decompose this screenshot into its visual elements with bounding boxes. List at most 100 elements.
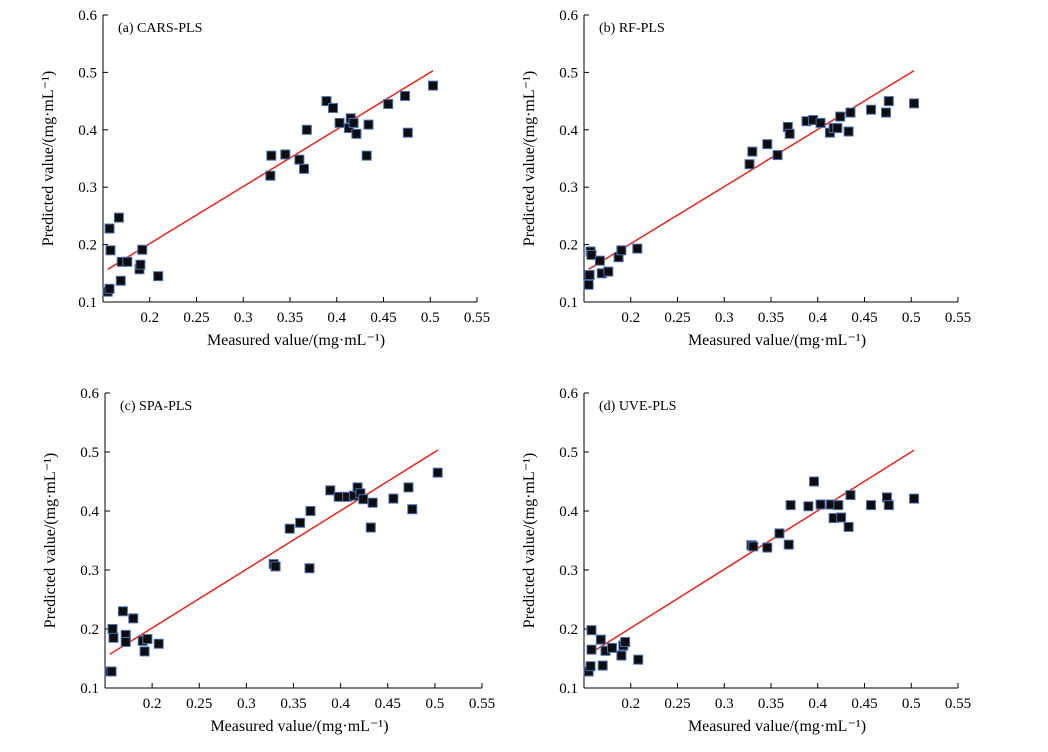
x-tick-label: 0.55 (945, 310, 971, 326)
data-point (785, 500, 796, 511)
x-tick-label: 0.45 (851, 310, 877, 326)
data-point (137, 244, 148, 255)
data-point (104, 283, 115, 294)
x-tick-label: 0.4 (808, 310, 827, 326)
data-point (270, 561, 281, 572)
data-point (815, 499, 826, 510)
data-point (403, 482, 414, 493)
x-tick-label: 0.3 (237, 696, 256, 712)
data-point (383, 98, 394, 109)
x-tick-label: 0.35 (758, 696, 784, 712)
data-point (762, 542, 773, 553)
data-point (432, 467, 443, 478)
y-tick-label: 0.1 (80, 681, 99, 697)
data-point (784, 128, 795, 139)
data-point (333, 491, 344, 502)
data-point (106, 666, 117, 677)
panel-title: (c) SPA-PLS (120, 399, 192, 414)
data-point (866, 104, 877, 115)
data-point (107, 624, 118, 634)
x-tick-label: 0.5 (426, 696, 445, 712)
data-point (762, 139, 773, 150)
data-point (120, 636, 131, 647)
data-point (284, 523, 295, 534)
data-point (328, 102, 339, 113)
y-tick-label: 0.2 (559, 622, 578, 638)
data-point (295, 517, 306, 528)
panel-a: 0.1 0.2 0.3 0.4 0.5 0.6 0.2 0.25 0.3 0.35 0.4 0.45 0… (40, 8, 490, 349)
data-point (883, 96, 894, 107)
data-point (595, 634, 606, 645)
data-point (835, 111, 846, 122)
y-tick-label: 0.3 (78, 180, 97, 196)
y-axis-label: Predicted value/(mg·mL⁻¹) (521, 71, 538, 246)
data-point (407, 504, 418, 515)
data-point (815, 117, 826, 128)
data-point (783, 539, 794, 550)
data-point (117, 606, 128, 617)
data-point (845, 107, 856, 118)
x-axis-label: Measured value/(mg·mL⁻¹) (210, 718, 388, 735)
data-point (586, 625, 597, 636)
data-point (402, 127, 413, 138)
x-tick-label: 0.45 (851, 696, 877, 712)
data-point (348, 117, 359, 128)
y-tick-label: 0.1 (78, 295, 97, 311)
y-axis-label: Predicted value/(mg·mL⁻¹) (521, 453, 538, 628)
data-point (633, 654, 644, 665)
data-point (833, 500, 844, 511)
data-point (113, 212, 124, 223)
data-point (909, 98, 920, 109)
x-axis-label: Measured value/(mg·mL⁻¹) (688, 718, 866, 735)
regression-line (588, 69, 915, 270)
data-point (866, 500, 877, 511)
data-point (358, 494, 369, 505)
x-tick-label: 0.3 (715, 310, 734, 326)
panel-title: (b) RF-PLS (599, 21, 665, 36)
y-tick-label: 0.4 (559, 123, 578, 139)
y-tick-label: 0.3 (559, 563, 578, 579)
data-point (128, 613, 139, 624)
data-point (843, 521, 854, 532)
data-point (836, 512, 847, 523)
data-point (304, 563, 315, 574)
data-point (586, 644, 597, 655)
panel-b: 0.1 0.2 0.3 0.4 0.5 0.6 0.2 0.25 0.3 0.35 0.4 0.45 0… (521, 8, 971, 349)
y-tick-label: 0.6 (80, 386, 99, 402)
x-tick-label: 0.35 (280, 696, 306, 712)
data-point (594, 255, 605, 266)
y-tick-label: 0.5 (80, 445, 99, 461)
x-tick-label: 0.55 (945, 696, 971, 712)
data-point (105, 245, 116, 256)
data-point (115, 275, 126, 286)
y-axis-label: Predicted value/(mg·mL⁻¹) (42, 453, 59, 628)
data-point (603, 266, 614, 277)
x-tick-label: 0.35 (277, 310, 303, 326)
y-tick-label: 0.4 (559, 504, 578, 520)
y-tick-label: 0.6 (559, 8, 578, 24)
x-tick-label: 0.3 (715, 696, 734, 712)
y-tick-label: 0.6 (78, 8, 97, 24)
data-point (142, 634, 153, 645)
panel-title: (a) CARS-PLS (118, 21, 202, 36)
data-point (321, 96, 332, 107)
data-point (305, 506, 316, 516)
data-point (584, 270, 595, 281)
data-point (772, 150, 783, 161)
data-point (883, 500, 894, 511)
panel-c: 0.1 0.2 0.3 0.4 0.5 0.6 0.2 0.25 0.3 0.35 0.4 0.45 0… (42, 386, 495, 735)
data-point (585, 661, 596, 672)
data-point (388, 493, 399, 504)
regression-line (109, 449, 439, 656)
x-tick-label: 0.3 (234, 310, 253, 326)
regression-line (107, 69, 434, 270)
y-tick-label: 0.4 (80, 504, 99, 520)
panel-title: (d) UVE-PLS (599, 399, 676, 414)
x-axis-label: Measured value/(mg·mL⁻¹) (207, 332, 385, 349)
data-point (881, 107, 892, 118)
data-point (351, 128, 362, 139)
x-tick-label: 0.2 (621, 310, 640, 326)
data-point (809, 476, 820, 487)
data-point (616, 245, 627, 256)
data-point (400, 90, 411, 101)
